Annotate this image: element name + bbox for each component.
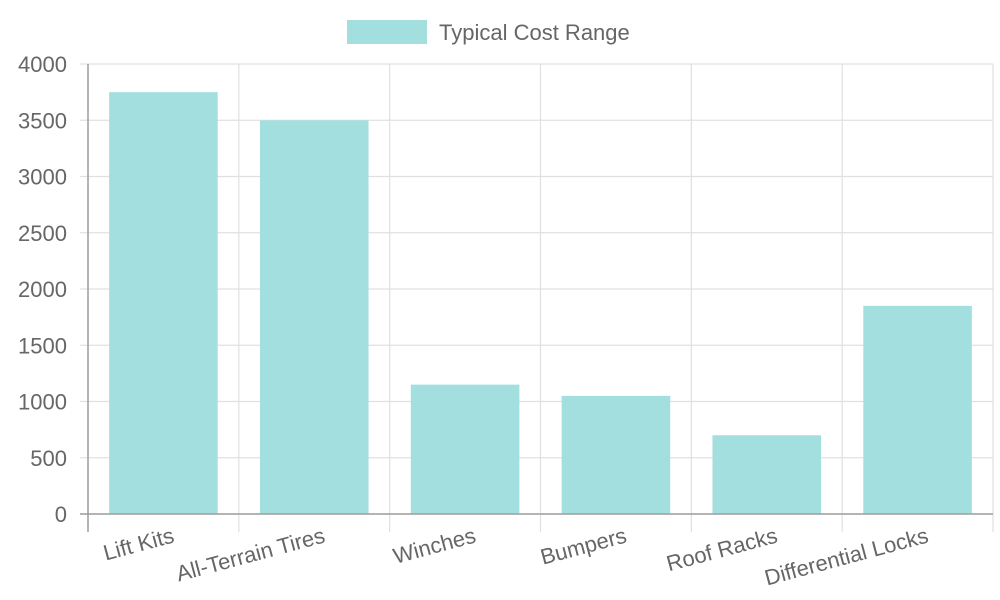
y-tick-label: 1000 bbox=[18, 390, 67, 415]
legend-label[interactable]: Typical Cost Range bbox=[439, 20, 630, 45]
x-tick-label: Lift Kits bbox=[101, 523, 177, 566]
y-tick-label: 3000 bbox=[18, 165, 67, 190]
axes bbox=[80, 64, 993, 532]
legend-swatch[interactable] bbox=[347, 20, 427, 44]
y-tick-label: 4000 bbox=[18, 52, 67, 77]
y-tick-label: 500 bbox=[30, 446, 67, 471]
bar[interactable] bbox=[863, 305, 972, 514]
bar[interactable] bbox=[109, 92, 218, 514]
y-tick-label: 1500 bbox=[18, 333, 67, 358]
legend[interactable]: Typical Cost Range bbox=[347, 20, 630, 45]
x-tick-label: All-Terrain Tires bbox=[173, 523, 327, 587]
bars bbox=[109, 92, 972, 514]
bar[interactable] bbox=[561, 395, 671, 514]
gridlines bbox=[80, 63, 994, 532]
bar[interactable] bbox=[259, 120, 369, 514]
y-tick-label: 2000 bbox=[18, 277, 67, 302]
x-tick-label: Winches bbox=[390, 523, 478, 569]
x-tick-label: Bumpers bbox=[538, 523, 630, 570]
bar[interactable] bbox=[410, 384, 520, 514]
y-tick-label: 3500 bbox=[18, 108, 67, 133]
y-tick-label: 0 bbox=[55, 502, 67, 527]
y-tick-label: 2500 bbox=[18, 221, 67, 246]
x-tick-label: Differential Locks bbox=[762, 523, 931, 591]
y-axis-tick-labels: 0 500 1000 1500 2000 2500 3000 3500 4000 bbox=[18, 52, 67, 527]
bar[interactable] bbox=[712, 435, 822, 514]
